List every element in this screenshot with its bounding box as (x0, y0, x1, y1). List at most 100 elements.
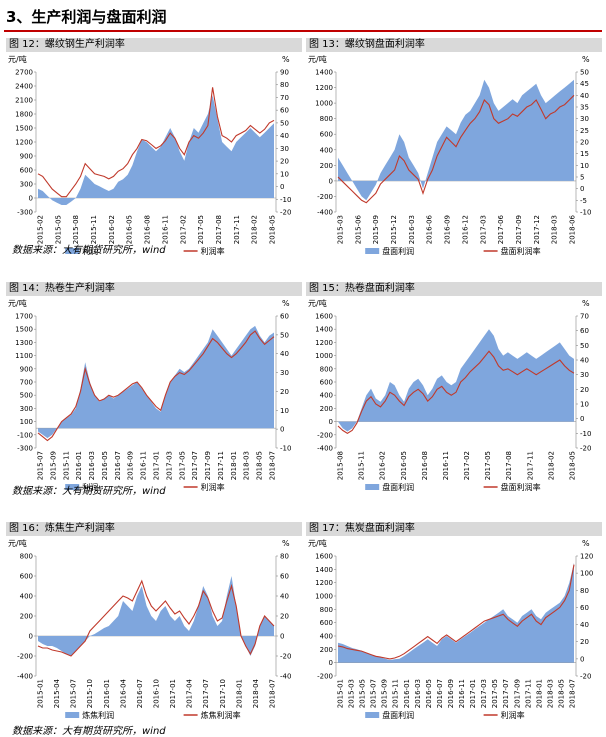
chart-svg: 元/吨 %1700150013001100900700500300100-100-… (8, 298, 291, 492)
y2-tick-label: 30 (280, 369, 289, 377)
y2-tick-label: 40 (280, 593, 289, 601)
y-tick-label: -400 (317, 209, 333, 217)
x-tick-label: 2017-11 (526, 451, 534, 480)
y2-tick-label: -20 (280, 209, 291, 217)
chart-panel-fig13: 图 13：螺纹钢盘面利润率 元/吨% 1400 1200 1000 800 600 400 20… (306, 38, 602, 260)
y-tick-label: 2400 (15, 83, 33, 91)
y-tick-label: -200 (317, 193, 333, 201)
x-tick-label: 2017-02 (179, 215, 187, 244)
y-tick-label: 1300 (15, 339, 33, 347)
x-tick-label: 2017-06 (497, 214, 505, 244)
y-tick-label: 200 (320, 162, 333, 170)
y-tick-label: 200 (320, 646, 333, 654)
y2-tick-label: -10 (280, 445, 291, 453)
y-tick-label: -300 (17, 209, 33, 217)
x-tick-label: 2016-04 (119, 678, 127, 708)
y2-tick-label: -10 (580, 430, 591, 438)
y-tick-label: 600 (320, 131, 333, 139)
y2-tick-label: 10 (280, 407, 289, 415)
legend-label: 盘面利润 (382, 482, 414, 492)
y-tick-label: -300 (17, 445, 33, 453)
x-tick-label: 2018-05 (569, 451, 577, 480)
x-tick-label: 2018-03 (243, 451, 251, 480)
x-tick-label: 2015-02 (37, 215, 45, 244)
y2-axis-unit: % (282, 539, 290, 548)
x-tick-label: 2017-01 (153, 451, 161, 480)
x-tick-label: 2017-09 (515, 215, 523, 244)
y-tick-label: 1400 (315, 566, 333, 574)
y-tick-label: 900 (20, 153, 33, 161)
y-axis-unit: 元/吨 (8, 54, 27, 64)
x-tick-label: 2015-12 (390, 215, 398, 244)
y2-tick-label: 70 (280, 94, 289, 102)
x-tick-label: 2016-06 (426, 214, 434, 244)
figure-title: 图 15：热卷盘面利润率 (306, 282, 602, 296)
x-tick-label: 2016-05 (400, 451, 408, 480)
x-tick-label: 2017-05 (178, 451, 186, 480)
y2-tick-label: 50 (280, 331, 289, 339)
x-tick-label: 2018-06 (569, 214, 577, 244)
y2-tick-label: 60 (580, 327, 589, 335)
chart-svg: 元/吨 %8006004002000-200-400806040200-20-40… (8, 538, 291, 720)
x-tick-label: 2017-07 (502, 679, 510, 708)
y-tick-label: -100 (17, 431, 33, 439)
x-tick-label: 2016-08 (421, 451, 429, 480)
y2-tick-label: 0 (280, 633, 284, 641)
source-note: 数据来源：大有期货研究所，wind (12, 245, 166, 256)
x-tick-label: 2017-03 (480, 679, 488, 708)
y-tick-label: 200 (20, 613, 33, 621)
y-tick-label: 800 (320, 115, 333, 123)
y-tick-label: 1500 (15, 326, 33, 334)
x-tick-label: 2016-03 (88, 451, 96, 480)
y-tick-label: 1600 (315, 553, 333, 561)
y2-tick-label: 80 (580, 587, 589, 595)
x-tick-label: 2016-07 (136, 679, 144, 708)
legend-swatch-area (365, 712, 380, 718)
y-axis-unit: 元/吨 (8, 298, 27, 308)
series-area-炼焦利润 (38, 576, 274, 656)
y2-tick-label: -20 (580, 673, 591, 681)
y-tick-label: 0 (29, 195, 33, 203)
y-tick-label: 800 (20, 553, 33, 561)
chart-panel-fig12: 图 12：螺纹钢生产利润率 元/吨% 2700 2400 2100 1800 1500 120… (6, 38, 302, 260)
x-tick-label: 2016-12 (461, 215, 469, 244)
title-rule (4, 30, 602, 32)
source-note: 数据来源：大有期货研究所，wind (12, 726, 166, 737)
x-tick-label: 2015-09 (381, 679, 389, 708)
x-tick-label: 2015-09 (372, 215, 380, 244)
source-note: 数据来源：大有期货研究所，wind (12, 486, 166, 497)
series-line-利润率 (337, 564, 575, 660)
y2-tick-label: -10 (280, 196, 291, 204)
x-tick-label: 2017-11 (524, 679, 532, 708)
x-tick-label: 2017-05 (491, 679, 499, 708)
x-tick-label: 2018-07 (569, 679, 577, 708)
series-area-利润 (38, 325, 274, 439)
y-tick-label: 1000 (315, 352, 333, 360)
y2-tick-label: 40 (280, 132, 289, 140)
y2-tick-label: -20 (280, 653, 291, 661)
y-axis-unit: 元/吨 (308, 54, 327, 64)
x-tick-label: 2015-03 (348, 679, 356, 708)
figure-title: 图 17：焦炭盘面利润率 (306, 522, 602, 536)
y2-tick-label: 30 (280, 145, 289, 153)
y2-tick-label: 40 (580, 357, 589, 365)
y-tick-label: 1200 (15, 139, 33, 147)
y2-tick-label: 40 (580, 92, 589, 100)
series-line-盘面利润率 (337, 350, 575, 434)
x-tick-label: 2017-10 (219, 679, 227, 708)
legend-label: 炼焦利润率 (201, 710, 241, 720)
y-tick-label: 500 (20, 392, 33, 400)
figure-title: 图 16：炼焦生产利润率 (6, 522, 302, 536)
y2-tick-label: 40 (580, 621, 589, 629)
y-tick-label: 2100 (15, 97, 33, 105)
y-tick-label: 1200 (315, 84, 333, 92)
legend-label: 盘面利润 (382, 246, 414, 256)
x-tick-label: 2018-03 (551, 215, 559, 244)
x-tick-label: 2016-05 (126, 215, 134, 244)
x-tick-label: 2017-08 (215, 215, 223, 244)
x-tick-label: 2015-08 (72, 215, 80, 244)
x-tick-label: 2015-11 (392, 679, 400, 708)
x-tick-label: 2015-06 (354, 214, 362, 244)
x-tick-label: 2018-05 (256, 451, 264, 480)
legend-label: 盘面利润率 (501, 246, 541, 256)
